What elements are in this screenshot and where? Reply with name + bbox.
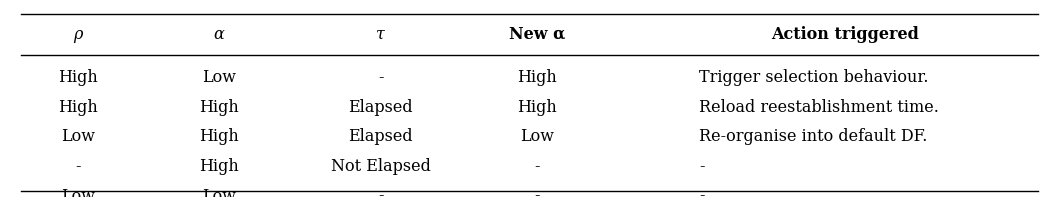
Text: Low: Low — [202, 69, 236, 86]
Text: -: - — [699, 188, 704, 197]
Text: High: High — [58, 69, 98, 86]
Text: Low: Low — [202, 188, 236, 197]
Text: Low: Low — [62, 188, 95, 197]
Text: Elapsed: Elapsed — [348, 99, 413, 116]
Text: ρ: ρ — [74, 26, 82, 43]
Text: Reload reestablishment time.: Reload reestablishment time. — [699, 99, 939, 116]
Text: Action triggered: Action triggered — [771, 26, 919, 43]
Text: Re-organise into default DF.: Re-organise into default DF. — [699, 128, 927, 145]
Text: -: - — [534, 188, 540, 197]
Text: High: High — [517, 99, 557, 116]
Text: High: High — [199, 158, 239, 175]
Text: Elapsed: Elapsed — [348, 128, 413, 145]
Text: -: - — [75, 158, 81, 175]
Text: τ: τ — [377, 26, 385, 43]
Text: -: - — [534, 158, 540, 175]
Text: Trigger selection behaviour.: Trigger selection behaviour. — [699, 69, 928, 86]
Text: α: α — [214, 26, 224, 43]
Text: -: - — [378, 188, 384, 197]
Text: High: High — [517, 69, 557, 86]
Text: High: High — [199, 99, 239, 116]
Text: High: High — [58, 99, 98, 116]
Text: Low: Low — [62, 128, 95, 145]
Text: -: - — [699, 158, 704, 175]
Text: New α: New α — [509, 26, 565, 43]
Text: Not Elapsed: Not Elapsed — [331, 158, 431, 175]
Text: High: High — [199, 128, 239, 145]
Text: Low: Low — [520, 128, 554, 145]
Text: -: - — [378, 69, 384, 86]
